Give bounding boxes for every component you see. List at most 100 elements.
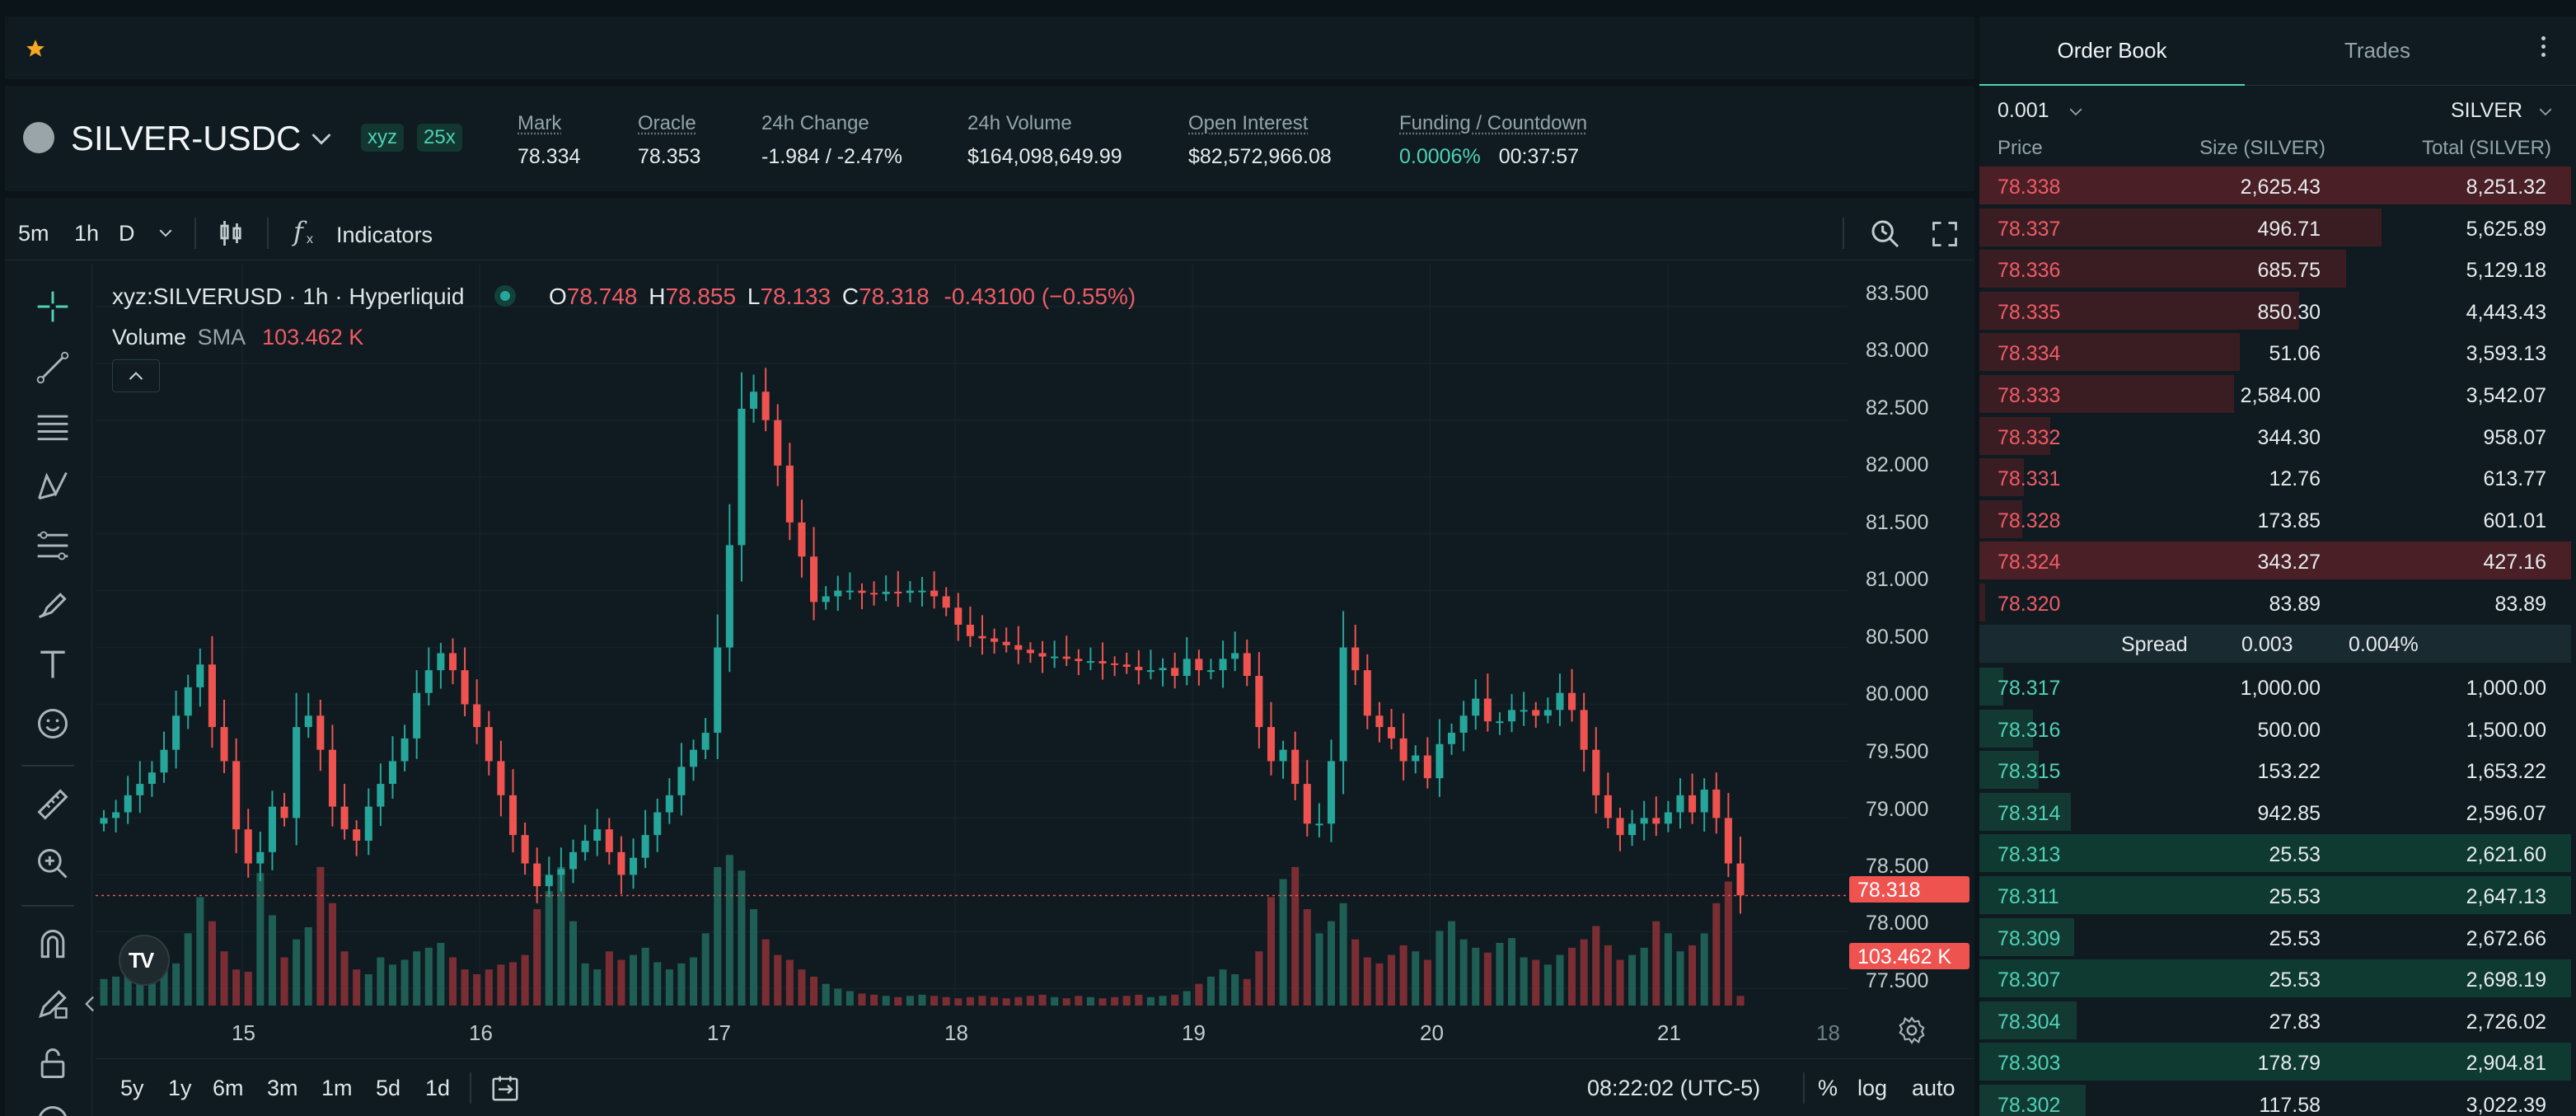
- auto-toggle[interactable]: auto: [1912, 1076, 1955, 1100]
- date-range-icon[interactable]: [489, 1072, 521, 1104]
- volume-bar: [1206, 976, 1215, 1006]
- candle: [1640, 818, 1648, 824]
- range-5d[interactable]: 5d: [376, 1076, 401, 1100]
- range-1m[interactable]: 1m: [321, 1076, 353, 1100]
- trend-line-icon[interactable]: [35, 349, 71, 386]
- ask-total: 5,129.18: [2466, 259, 2546, 283]
- ask-row[interactable]: 78.336 685.75 5,129.18: [1979, 248, 2571, 289]
- candle: [1592, 749, 1600, 795]
- divider: [267, 218, 269, 249]
- symbol-selector[interactable]: SILVER-USDC: [71, 119, 302, 157]
- stat-label[interactable]: Open Interest: [1188, 112, 1309, 134]
- log-toggle[interactable]: log: [1857, 1076, 1888, 1100]
- more-options-icon[interactable]: [2510, 16, 2576, 86]
- candle: [1508, 710, 1516, 722]
- ask-row[interactable]: 78.335 850.30 4,443.43: [1979, 290, 2571, 331]
- bid-row[interactable]: 78.317 1,000.00 1,000.00: [1979, 666, 2571, 707]
- volume-bar: [701, 933, 710, 1006]
- collapse-toolbar-icon[interactable]: [84, 994, 96, 1014]
- bid-row[interactable]: 78.315 153.22 1,653.22: [1979, 749, 2571, 790]
- ask-row[interactable]: 78.334 51.06 3,593.13: [1979, 331, 2571, 373]
- eye-icon[interactable]: [35, 1103, 71, 1116]
- tradingview-logo[interactable]: TV: [119, 935, 170, 986]
- ask-row[interactable]: 78.338 2,625.43 8,251.32: [1979, 165, 2571, 206]
- ask-row[interactable]: 78.331 12.76 613.77: [1979, 457, 2571, 498]
- zoom-search-icon[interactable]: [1869, 218, 1902, 251]
- candle: [966, 624, 974, 636]
- volume-bar: [545, 891, 553, 1006]
- ruler-icon[interactable]: [35, 786, 71, 823]
- bid-price: 78.307: [1998, 968, 2061, 992]
- interval-d[interactable]: D: [119, 221, 135, 246]
- stat-label[interactable]: Mark: [518, 112, 562, 134]
- magnet-icon[interactable]: [35, 926, 71, 963]
- range-1d[interactable]: 1d: [425, 1076, 451, 1100]
- bid-row[interactable]: 78.304 27.83 2,726.02: [1979, 1000, 2571, 1041]
- emoji-icon[interactable]: [35, 706, 71, 742]
- crosshair-icon[interactable]: [35, 288, 71, 325]
- range-6m[interactable]: 6m: [213, 1076, 244, 1100]
- volume-bar: [569, 921, 578, 1006]
- volume-bar: [1267, 897, 1276, 1006]
- tab-trades[interactable]: Trades: [2245, 16, 2510, 86]
- bid-row[interactable]: 78.307 25.53 2,698.19: [1979, 958, 2571, 999]
- range-5y[interactable]: 5y: [120, 1076, 144, 1100]
- volume-bar: [1712, 903, 1721, 1006]
- bid-row[interactable]: 78.309 25.53 2,672.66: [1979, 917, 2571, 958]
- bid-row[interactable]: 78.311 25.53 2,647.13: [1979, 875, 2571, 916]
- unit-select[interactable]: SILVER: [2451, 99, 2553, 123]
- lock-pencil-icon[interactable]: [35, 986, 71, 1022]
- chevron-down-icon[interactable]: [158, 227, 173, 239]
- clock-time[interactable]: 08:22:02 (UTC-5): [1587, 1076, 1761, 1100]
- volume-bar: [1459, 939, 1468, 1006]
- bid-row[interactable]: 78.303 178.79 2,904.81: [1979, 1041, 2571, 1082]
- ask-row[interactable]: 78.332 344.30 958.07: [1979, 415, 2571, 457]
- candle: [1736, 863, 1745, 896]
- volume-bar: [256, 873, 265, 1006]
- fullscreen-icon[interactable]: [1930, 219, 1960, 249]
- horizontal-lines-icon[interactable]: [35, 409, 71, 445]
- candle: [750, 392, 758, 409]
- volume-bar: [220, 951, 228, 1006]
- bid-row[interactable]: 78.302 117.58 3,022.39: [1979, 1083, 2571, 1116]
- ask-total: 958.07: [2483, 425, 2546, 449]
- tick-size-select[interactable]: 0.001: [1998, 99, 2083, 123]
- zoom-in-icon[interactable]: [35, 846, 71, 882]
- stat-label[interactable]: Oracle: [638, 112, 696, 134]
- volume-bar: [894, 996, 902, 1006]
- stat-value: $82,572,966.08: [1188, 145, 1332, 168]
- unlock-icon[interactable]: [35, 1045, 71, 1081]
- brush-icon[interactable]: [35, 587, 71, 623]
- bid-row[interactable]: 78.316 500.00 1,500.00: [1979, 708, 2571, 749]
- interval-5m[interactable]: 5m: [18, 221, 49, 246]
- chevron-down-icon[interactable]: [310, 130, 333, 148]
- legend-collapse-button[interactable]: [112, 359, 160, 392]
- stat-label[interactable]: Funding / Countdown: [1399, 112, 1588, 134]
- star-icon[interactable]: [25, 38, 46, 59]
- volume-bar: [1652, 921, 1660, 1006]
- ask-row[interactable]: 78.320 83.89 83.89: [1979, 582, 2571, 623]
- bid-row[interactable]: 78.314 942.85 2,596.07: [1979, 791, 2571, 832]
- range-1y[interactable]: 1y: [168, 1076, 192, 1100]
- interval-1h[interactable]: 1h: [74, 221, 100, 246]
- volume-bar: [630, 954, 638, 1006]
- ask-row[interactable]: 78.333 2,584.00 3,542.07: [1979, 373, 2571, 415]
- tab-order-book[interactable]: Order Book: [1979, 16, 2245, 86]
- ask-row[interactable]: 78.328 173.85 601.01: [1979, 499, 2571, 540]
- price-chart[interactable]: [96, 264, 1848, 1006]
- pattern-icon[interactable]: [35, 468, 71, 504]
- candle: [256, 851, 265, 864]
- fib-levels-icon[interactable]: [35, 528, 71, 564]
- text-icon[interactable]: [35, 646, 71, 682]
- ask-row[interactable]: 78.324 343.27 427.16: [1979, 540, 2571, 581]
- volume-bar: [340, 951, 349, 1006]
- candle: [785, 465, 794, 523]
- percent-toggle[interactable]: %: [1818, 1076, 1838, 1100]
- candle: [894, 591, 902, 593]
- range-3m[interactable]: 3m: [267, 1076, 298, 1100]
- ask-row[interactable]: 78.337 496.71 5,625.89: [1979, 207, 2571, 248]
- settings-gear-icon[interactable]: [1897, 1015, 1927, 1045]
- candles-style-icon[interactable]: [216, 218, 246, 249]
- y-tick: 82.500: [1866, 396, 1929, 420]
- bid-row[interactable]: 78.313 25.53 2,621.60: [1979, 832, 2571, 874]
